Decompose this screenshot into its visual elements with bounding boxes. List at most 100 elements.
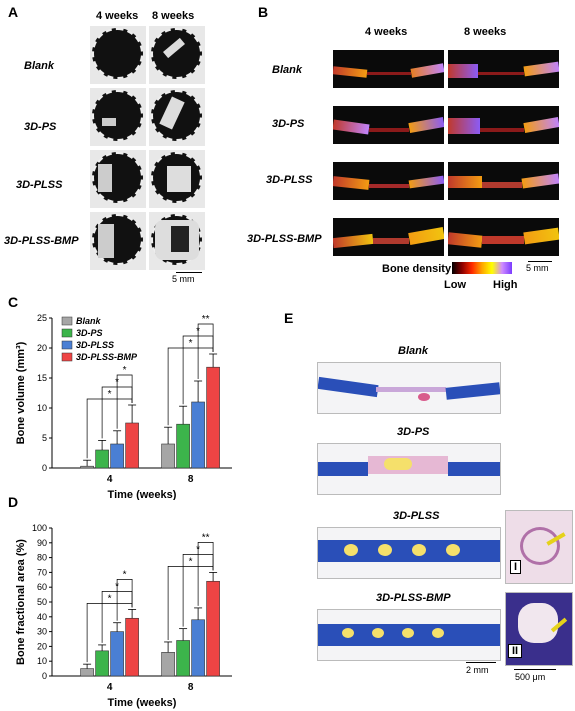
panel-b-row-3dplss: 3D-PLSS	[266, 174, 313, 186]
y-tick-label: 25	[37, 313, 47, 323]
panel-label-e: E	[284, 310, 294, 326]
y-tick-label: 10	[37, 403, 47, 413]
bone-volume-chart: 0 5 10 15 20 25 Bone volume (mm³) Time (weeks) 4…	[15, 313, 232, 500]
bar	[80, 668, 94, 677]
bone-density-colorbar	[452, 262, 512, 274]
significance-bracket	[197, 323, 214, 379]
x-axis-title: Time (weeks)	[108, 697, 177, 709]
y-tick-label: 80	[37, 553, 47, 563]
histology-3dplss	[317, 527, 501, 579]
significance-marker: **	[202, 314, 210, 325]
bar	[191, 401, 205, 469]
y-tick-label: 30	[37, 627, 47, 637]
panel-b-header-4w: 4 weeks	[365, 26, 408, 38]
micro-ct-blank-4w	[90, 26, 146, 84]
panel-a-row-blank: Blank	[24, 60, 54, 72]
bar	[206, 366, 220, 469]
inset-label-ii: II	[508, 644, 523, 658]
micro-ct-blank-8w	[149, 26, 205, 84]
y-tick-label: 20	[37, 343, 47, 353]
ct-map-3dps-8w	[448, 106, 559, 144]
panel-b-row-3dplssbmp: 3D-PLSS-BMP	[247, 233, 322, 245]
y-tick-label: 40	[37, 612, 47, 622]
legend-swatch	[61, 316, 73, 326]
y-tick-label: 70	[37, 567, 47, 577]
y-tick-label: 15	[37, 373, 47, 383]
colorbar-high: High	[493, 279, 518, 291]
panel-label-b: B	[258, 4, 269, 20]
panel-b-scale-label: 5 mm	[526, 263, 549, 273]
panel-a-scale-bar	[176, 272, 202, 273]
legend-label: Blank	[76, 316, 102, 326]
histology-3dplssbmp	[317, 609, 501, 661]
bar	[110, 631, 124, 677]
bar	[161, 443, 175, 469]
y-tick-label: 50	[37, 597, 47, 607]
significance-marker: *	[189, 338, 193, 349]
bar	[206, 580, 220, 677]
histology-inset-i	[505, 510, 573, 584]
significance-bracket	[197, 542, 214, 606]
significance-marker: *	[123, 365, 127, 376]
panel-a-header-8w: 8 weeks	[152, 10, 195, 22]
y-axis-title: Bone volume (mm³)	[15, 341, 27, 444]
panel-b-row-3dps: 3D-PS	[272, 118, 305, 130]
y-tick-label: 0	[42, 463, 47, 473]
legend-swatch	[61, 328, 73, 338]
panel-e-title-blank: Blank	[398, 345, 428, 357]
panel-e-title-3dplssbmp: 3D-PLSS-BMP	[376, 592, 451, 604]
micro-ct-3dplssbmp-8w	[149, 212, 205, 270]
micro-ct-3dplss-8w	[149, 150, 205, 208]
bar	[191, 619, 205, 677]
micro-ct-3dplss-4w	[90, 150, 146, 208]
ct-map-3dplssbmp-4w	[333, 218, 444, 256]
panel-a-header-4w: 4 weeks	[96, 10, 139, 22]
y-tick-label: 10	[37, 656, 47, 666]
legend-swatch	[61, 340, 73, 350]
significance-marker: *	[108, 389, 112, 400]
legend-label: 3D-PLSS-BMP	[76, 352, 138, 362]
ct-map-3dplss-4w	[333, 162, 444, 200]
bone-fractional-area-chart: 0 10 20 30 40 50 60 70 80 90 100 Bone fractional ar…	[15, 523, 232, 709]
ct-map-blank-4w	[333, 50, 444, 88]
panel-a-scale-label: 5 mm	[172, 274, 195, 284]
bar	[80, 465, 94, 469]
histology-3dps	[317, 443, 501, 495]
significance-bracket	[116, 374, 133, 429]
significance-marker: *	[108, 593, 112, 604]
x-tick-label: 4	[107, 474, 113, 485]
panel-e-scale-label-inset: 500 μm	[515, 672, 546, 682]
y-tick-label: 60	[37, 582, 47, 592]
significance-marker: **	[202, 532, 210, 543]
panel-a-row-3dplssbmp: 3D-PLSS-BMP	[4, 235, 79, 247]
micro-ct-3dplssbmp-4w	[90, 212, 146, 270]
panel-b-scale-bar	[528, 261, 552, 262]
bar	[95, 650, 109, 677]
bar	[125, 422, 139, 469]
panel-e-scale-bar-main	[466, 662, 496, 663]
panel-label-d: D	[8, 494, 19, 510]
panel-e-title-3dplss: 3D-PLSS	[393, 510, 440, 522]
legend-label: 3D-PS	[76, 328, 103, 338]
histology-blank	[317, 362, 501, 414]
ct-map-blank-8w	[448, 50, 559, 88]
panel-e-title-3dps: 3D-PS	[397, 426, 430, 438]
ct-map-3dps-4w	[333, 106, 444, 144]
y-tick-label: 20	[37, 641, 47, 651]
bar	[176, 640, 190, 677]
x-tick-label: 8	[188, 474, 194, 485]
panel-b-header-8w: 8 weeks	[464, 26, 507, 38]
panel-a-row-3dplss: 3D-PLSS	[16, 179, 63, 191]
x-axis-title: Time (weeks)	[108, 489, 177, 500]
bar	[176, 423, 190, 469]
micro-ct-3dps-4w	[90, 88, 146, 146]
bar	[95, 449, 109, 469]
inset-label-i: I	[510, 560, 522, 574]
bar	[110, 443, 124, 469]
panel-a-row-3dps: 3D-PS	[24, 121, 57, 133]
ct-map-3dplssbmp-8w	[448, 218, 559, 256]
micro-ct-3dps-8w	[149, 88, 205, 146]
significance-marker: *	[123, 569, 127, 580]
colorbar-title: Bone density	[382, 263, 452, 275]
x-tick-label: 4	[107, 682, 113, 693]
